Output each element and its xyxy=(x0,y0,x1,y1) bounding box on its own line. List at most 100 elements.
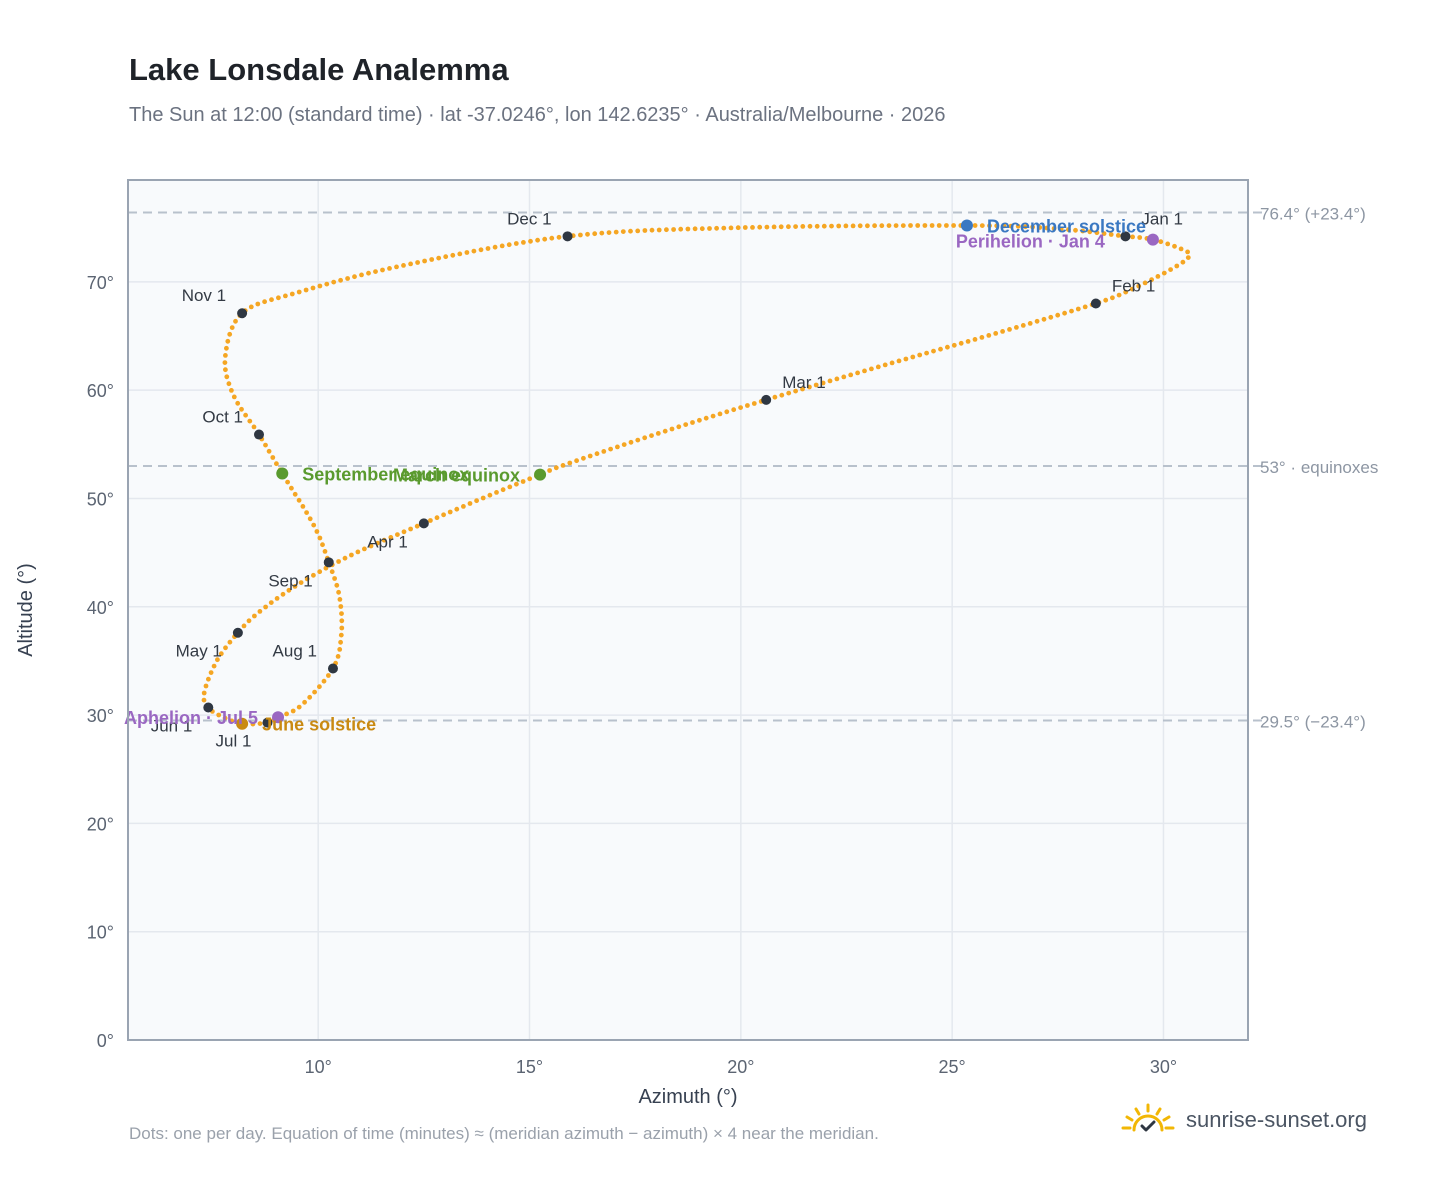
day-dot xyxy=(274,596,280,601)
day-dot xyxy=(889,360,895,366)
day-dot xyxy=(900,223,906,229)
month-marker xyxy=(1090,298,1101,309)
day-dot xyxy=(745,403,750,408)
day-dot xyxy=(215,657,220,663)
day-dot xyxy=(750,225,755,230)
day-dot xyxy=(408,261,413,267)
day-dot xyxy=(951,223,956,228)
event-label: December solstice xyxy=(987,216,1146,236)
day-dot xyxy=(922,223,928,228)
day-dot xyxy=(699,226,705,232)
day-dot xyxy=(422,258,427,264)
day-dot xyxy=(915,223,921,228)
day-dot xyxy=(320,542,325,548)
day-dot xyxy=(263,604,268,610)
day-dot xyxy=(227,639,233,645)
day-dot xyxy=(474,498,479,504)
day-dot xyxy=(285,479,290,485)
day-dot xyxy=(717,411,723,417)
day-dot xyxy=(1168,267,1173,272)
day-dot xyxy=(655,431,661,436)
day-dot xyxy=(507,484,513,490)
day-dot xyxy=(336,559,341,564)
day-dot xyxy=(317,535,323,541)
event-label: Aphelion · Jul 5 xyxy=(124,708,258,728)
day-dot xyxy=(338,632,344,638)
day-dot xyxy=(310,285,316,291)
day-dot xyxy=(1180,259,1186,265)
day-dot xyxy=(231,394,237,400)
day-dot xyxy=(993,331,999,336)
day-dot xyxy=(317,684,322,690)
day-dot xyxy=(312,689,317,695)
day-dot xyxy=(703,415,709,421)
day-dot xyxy=(635,437,641,443)
day-dot xyxy=(471,248,477,254)
day-dot xyxy=(366,270,371,276)
month-marker xyxy=(232,627,243,638)
day-dot xyxy=(436,255,442,261)
day-dot xyxy=(527,476,533,482)
day-dot xyxy=(1103,297,1109,303)
day-dot xyxy=(779,392,785,398)
day-dot xyxy=(972,223,978,228)
day-dot xyxy=(869,366,874,372)
month-marker xyxy=(1120,231,1131,242)
day-dot xyxy=(235,400,241,406)
day-dot xyxy=(606,230,612,236)
day-dot xyxy=(338,639,343,645)
y-axis-label: Altitude (°) xyxy=(15,563,37,657)
day-dot xyxy=(269,297,274,303)
day-dot xyxy=(1155,274,1161,279)
day-dot xyxy=(499,243,505,249)
day-dot xyxy=(362,546,367,552)
day-dot xyxy=(692,226,698,232)
day-dot xyxy=(724,409,730,415)
plot-frame xyxy=(127,179,1249,1041)
day-dot xyxy=(574,458,579,464)
event-label: June solstice xyxy=(262,715,376,735)
day-dot xyxy=(263,442,268,448)
month-marker xyxy=(203,702,214,713)
day-dot xyxy=(388,535,394,540)
day-dot xyxy=(987,223,992,229)
day-dot xyxy=(560,463,566,468)
day-dot xyxy=(1027,321,1033,326)
day-dot xyxy=(239,406,244,412)
day-dot xyxy=(257,721,263,726)
month-marker xyxy=(761,394,772,405)
day-dot xyxy=(218,651,224,657)
day-dot xyxy=(738,405,743,410)
day-dot xyxy=(478,247,484,253)
month-label: Mar 1 xyxy=(782,373,825,392)
day-dot xyxy=(211,663,217,669)
day-dot xyxy=(274,461,279,467)
day-dot xyxy=(1094,230,1100,236)
day-dot xyxy=(1075,306,1081,312)
x-tick-label: 25° xyxy=(939,1057,966,1077)
brand[interactable]: sunrise-sunset.org xyxy=(1120,1102,1367,1138)
day-dot xyxy=(454,506,460,512)
day-dot xyxy=(814,223,820,229)
day-dot xyxy=(742,225,748,230)
event-marker xyxy=(534,468,547,481)
day-dot xyxy=(908,223,913,228)
day-dot xyxy=(494,490,499,495)
day-dot xyxy=(1101,231,1107,237)
day-dot xyxy=(714,225,719,231)
day-dot xyxy=(298,580,304,585)
day-dot xyxy=(387,266,392,271)
day-dot xyxy=(352,274,357,280)
day-dot xyxy=(857,223,863,229)
day-dot xyxy=(201,690,207,696)
day-dot xyxy=(304,576,310,582)
day-dot xyxy=(329,569,335,575)
day-dot xyxy=(224,345,229,351)
x-tick-label: 10° xyxy=(305,1057,332,1077)
day-dot xyxy=(201,697,207,703)
day-dot xyxy=(292,584,298,589)
day-dot xyxy=(1110,295,1115,301)
day-dot xyxy=(972,337,978,342)
y-tick-label: 60° xyxy=(87,381,114,401)
